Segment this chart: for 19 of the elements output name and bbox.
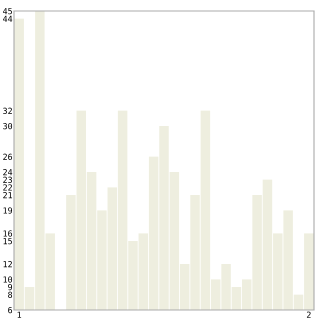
y-tick-label: 21 [3,192,12,198]
y-tick-label: 10 [4,276,12,283]
y-tick-label: 44 [2,16,12,22]
y-tick-label: 22 [3,184,12,191]
x-tick-label: 2 [306,312,311,318]
y-tick-label: 6 [8,307,12,314]
y-tick-label: 16 [4,230,12,237]
y-tick-label: 30 [3,123,12,130]
y-tick-label: 8 [8,292,12,298]
y-tick-label: 9 [8,284,12,290]
y-tick-label: 45 [2,8,12,14]
y-tick-label: 26 [3,154,12,160]
y-tick-label: 24 [3,169,12,176]
y-tick-label: 19 [4,207,12,214]
y-tick-label: 23 [3,176,12,183]
y-tick-label: 12 [4,261,12,268]
x-tick-label: 1 [18,312,22,318]
y-tick-label: 32 [3,108,12,114]
y-tick-label: 15 [4,238,12,244]
